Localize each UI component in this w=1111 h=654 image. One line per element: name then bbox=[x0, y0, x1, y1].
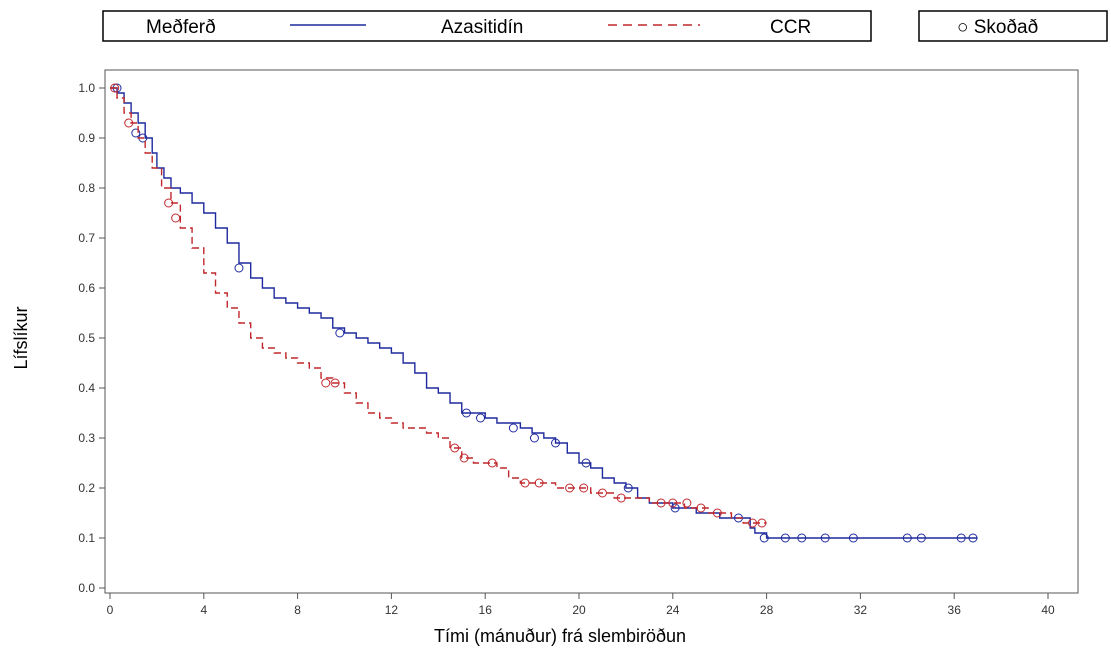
censor-marker bbox=[968, 533, 978, 543]
censor-marker bbox=[335, 328, 345, 338]
legend-censored-label: ○ Skoðað bbox=[957, 17, 1038, 38]
legend-series-1-label: Azasitidín bbox=[441, 17, 523, 38]
censor-marker bbox=[581, 458, 591, 468]
censor-marker bbox=[597, 488, 607, 498]
censor-marker bbox=[902, 533, 912, 543]
y-tick-label: 0.0 bbox=[78, 581, 95, 595]
censor-marker bbox=[616, 493, 626, 503]
x-axis-label: Tími (mánuður) frá slembiröðun bbox=[434, 626, 686, 646]
censor-marker bbox=[848, 533, 858, 543]
x-axis: 0 4 8 12 16 20 24 28 32 36 40 bbox=[107, 593, 1055, 617]
censor-marker bbox=[656, 498, 666, 508]
censor-marker bbox=[712, 508, 722, 518]
censor-marker bbox=[759, 533, 769, 543]
censor-marker bbox=[110, 83, 120, 93]
censor-marker bbox=[916, 533, 926, 543]
y-tick-label: 0.1 bbox=[78, 531, 95, 545]
censor-marker bbox=[551, 438, 561, 448]
y-tick-label: 0.5 bbox=[78, 331, 95, 345]
y-tick-label: 0.2 bbox=[78, 481, 95, 495]
censor-marker bbox=[459, 453, 469, 463]
legend-box bbox=[102, 10, 872, 42]
censor-marker bbox=[748, 518, 758, 528]
y-tick-label: 0.4 bbox=[78, 381, 95, 395]
censor-marker bbox=[565, 483, 575, 493]
x-tick-label: 4 bbox=[200, 603, 207, 617]
censor-marker bbox=[164, 198, 174, 208]
censor-marker bbox=[696, 503, 706, 513]
censor-marker bbox=[321, 378, 331, 388]
x-tick-label: 32 bbox=[854, 603, 868, 617]
censor-marker bbox=[124, 118, 134, 128]
y-tick-label: 0.8 bbox=[78, 181, 95, 195]
censor-legend-box bbox=[918, 10, 1108, 42]
censor-marker bbox=[670, 503, 680, 513]
censor-marker bbox=[131, 128, 141, 138]
series-line-azasitidin bbox=[110, 87, 978, 539]
series-line-ccr bbox=[110, 87, 767, 524]
legend-series-2-label: CCR bbox=[770, 17, 811, 38]
censor-marker bbox=[330, 378, 340, 388]
y-tick-label: 0.9 bbox=[78, 131, 95, 145]
x-tick-label: 12 bbox=[385, 603, 399, 617]
y-tick-label: 1.0 bbox=[78, 81, 95, 95]
x-tick-label: 0 bbox=[107, 603, 114, 617]
plot-frame bbox=[104, 69, 1079, 594]
legend-treatment-label: Meðferð bbox=[146, 17, 216, 38]
y-axis-label: Lífslíkur bbox=[11, 306, 31, 369]
censor-marker bbox=[579, 483, 589, 493]
censor-marker bbox=[450, 443, 460, 453]
censor-marker bbox=[797, 533, 807, 543]
censor-marker bbox=[171, 213, 181, 223]
censor-marker bbox=[668, 498, 678, 508]
censor-marker bbox=[623, 483, 633, 493]
y-tick-label: 0.7 bbox=[78, 231, 95, 245]
censor-marker bbox=[461, 408, 471, 418]
censor-marker bbox=[234, 263, 244, 273]
x-tick-label: 28 bbox=[760, 603, 774, 617]
legend: Meðferð Azasitidín CCR ○ Skoðað bbox=[102, 10, 1108, 42]
censor-marker bbox=[487, 458, 497, 468]
x-tick-label: 24 bbox=[666, 603, 680, 617]
censor-marker bbox=[956, 533, 966, 543]
x-tick-label: 40 bbox=[1041, 603, 1055, 617]
censor-marker bbox=[682, 498, 692, 508]
censor-marker bbox=[520, 478, 530, 488]
censor-marker bbox=[529, 433, 539, 443]
censor-marker bbox=[780, 533, 790, 543]
x-tick-label: 16 bbox=[479, 603, 493, 617]
x-tick-label: 36 bbox=[948, 603, 962, 617]
y-tick-label: 0.6 bbox=[78, 281, 95, 295]
censor-marker bbox=[534, 478, 544, 488]
censor-marker bbox=[476, 413, 486, 423]
y-tick-label: 0.3 bbox=[78, 431, 95, 445]
censor-marker bbox=[508, 423, 518, 433]
censor-marker bbox=[757, 518, 767, 528]
y-axis: 0.0 0.1 0.2 0.3 0.4 0.5 0.6 0.7 0.8 0.9 1.0 bbox=[78, 81, 106, 595]
x-tick-label: 8 bbox=[294, 603, 301, 617]
series-layer bbox=[110, 83, 978, 543]
censor-marker bbox=[820, 533, 830, 543]
x-tick-label: 20 bbox=[572, 603, 586, 617]
